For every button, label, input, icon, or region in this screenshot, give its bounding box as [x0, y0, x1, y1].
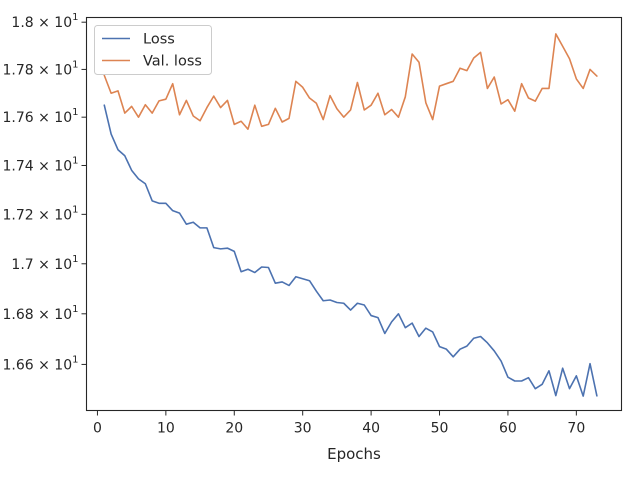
x-tick-label: 40 — [362, 421, 380, 437]
plot-frame — [85, 16, 623, 412]
y-tick-label: 1.74 × 101 — [3, 155, 79, 174]
x-axis-title: Epochs — [327, 445, 381, 463]
x-tick-label: 70 — [567, 421, 585, 437]
y-tick-label: 1.8 × 101 — [11, 12, 78, 31]
y-tick-label: 1.72 × 101 — [3, 204, 79, 223]
legend: Loss Val. loss — [94, 25, 212, 75]
series-line-loss — [103, 104, 598, 397]
y-axis: 1.66 × 101 1.68 × 101 1.7 × 101 1.72 × 101 1… — [3, 12, 87, 373]
x-tick-label: 10 — [157, 421, 175, 437]
y-tick-label: 1.76 × 101 — [3, 107, 79, 126]
x-tick-label: 30 — [294, 421, 312, 437]
x-tick-label: 60 — [499, 421, 517, 437]
legend-label-val-loss: Val. loss — [143, 54, 202, 70]
y-tick-label: 1.7 × 101 — [11, 254, 78, 273]
series-layer — [103, 33, 598, 397]
x-tick-label: 20 — [225, 421, 243, 437]
y-tick-label: 1.66 × 101 — [3, 354, 79, 373]
y-tick-label: 1.78 × 101 — [3, 59, 79, 78]
series-line-val-loss — [103, 33, 598, 130]
x-tick-label: 0 — [93, 421, 102, 437]
legend-label-loss: Loss — [143, 32, 175, 48]
x-axis: 0 10 20 30 40 50 60 70 — [93, 410, 585, 437]
x-tick-label: 50 — [431, 421, 449, 437]
y-tick-label: 1.68 × 101 — [3, 304, 79, 323]
